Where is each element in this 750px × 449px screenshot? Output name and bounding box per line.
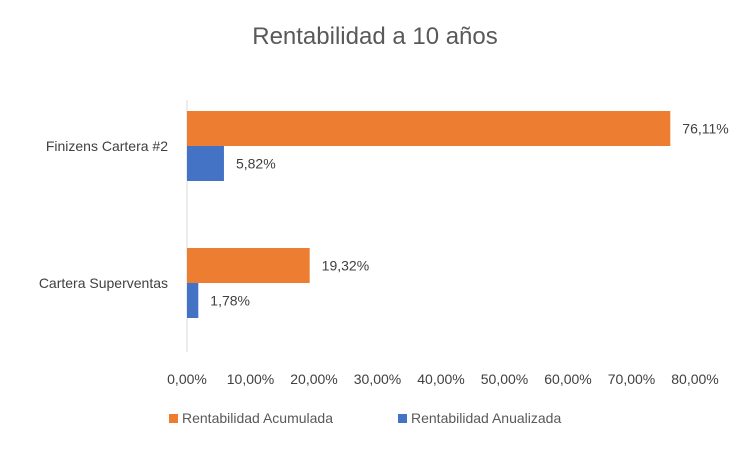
- x-tick-label-4: 40,00%: [417, 371, 464, 387]
- legend: Rentabilidad Acumulada Rentabilidad Anual…: [169, 410, 561, 426]
- x-tick-label-5: 50,00%: [481, 371, 528, 387]
- bar-anualizada-1: [187, 283, 199, 318]
- legend-swatch-1: [398, 414, 407, 423]
- legend-label-1: Rentabilidad Anualizada: [411, 410, 561, 426]
- category-label-0: Finizens Cartera #2: [46, 138, 168, 154]
- data-label-anualizada-1: 1,78%: [210, 293, 250, 309]
- bar-anualizada-0: [187, 146, 224, 181]
- x-tick-label-8: 80,00%: [671, 371, 718, 387]
- bars-group: 76,11% 5,82% 19,32% 1,78%: [187, 111, 729, 318]
- chart-title: Rentabilidad a 10 años: [252, 23, 498, 50]
- legend-swatch-0: [169, 414, 178, 423]
- bar-acumulada-0: [187, 111, 671, 146]
- x-tick-label-0: 0,00%: [167, 371, 207, 387]
- x-tick-label-6: 60,00%: [544, 371, 591, 387]
- legend-label-0: Rentabilidad Acumulada: [182, 410, 333, 426]
- x-tick-label-7: 70,00%: [608, 371, 655, 387]
- x-tick-label-2: 20,00%: [290, 371, 337, 387]
- x-tick-label-1: 10,00%: [227, 371, 274, 387]
- data-label-acumulada-1: 19,32%: [322, 258, 369, 274]
- x-tick-label-3: 30,00%: [354, 371, 401, 387]
- bar-acumulada-1: [187, 248, 310, 283]
- category-label-1: Cartera Superventas: [39, 275, 168, 291]
- x-tick-labels: 0,00% 10,00% 20,00% 30,00% 40,00% 50,00% 60,00…: [167, 371, 719, 387]
- data-label-acumulada-0: 76,11%: [682, 121, 728, 137]
- data-label-anualizada-0: 5,82%: [236, 156, 276, 172]
- category-labels: Finizens Cartera #2 Cartera Superventas: [39, 138, 168, 291]
